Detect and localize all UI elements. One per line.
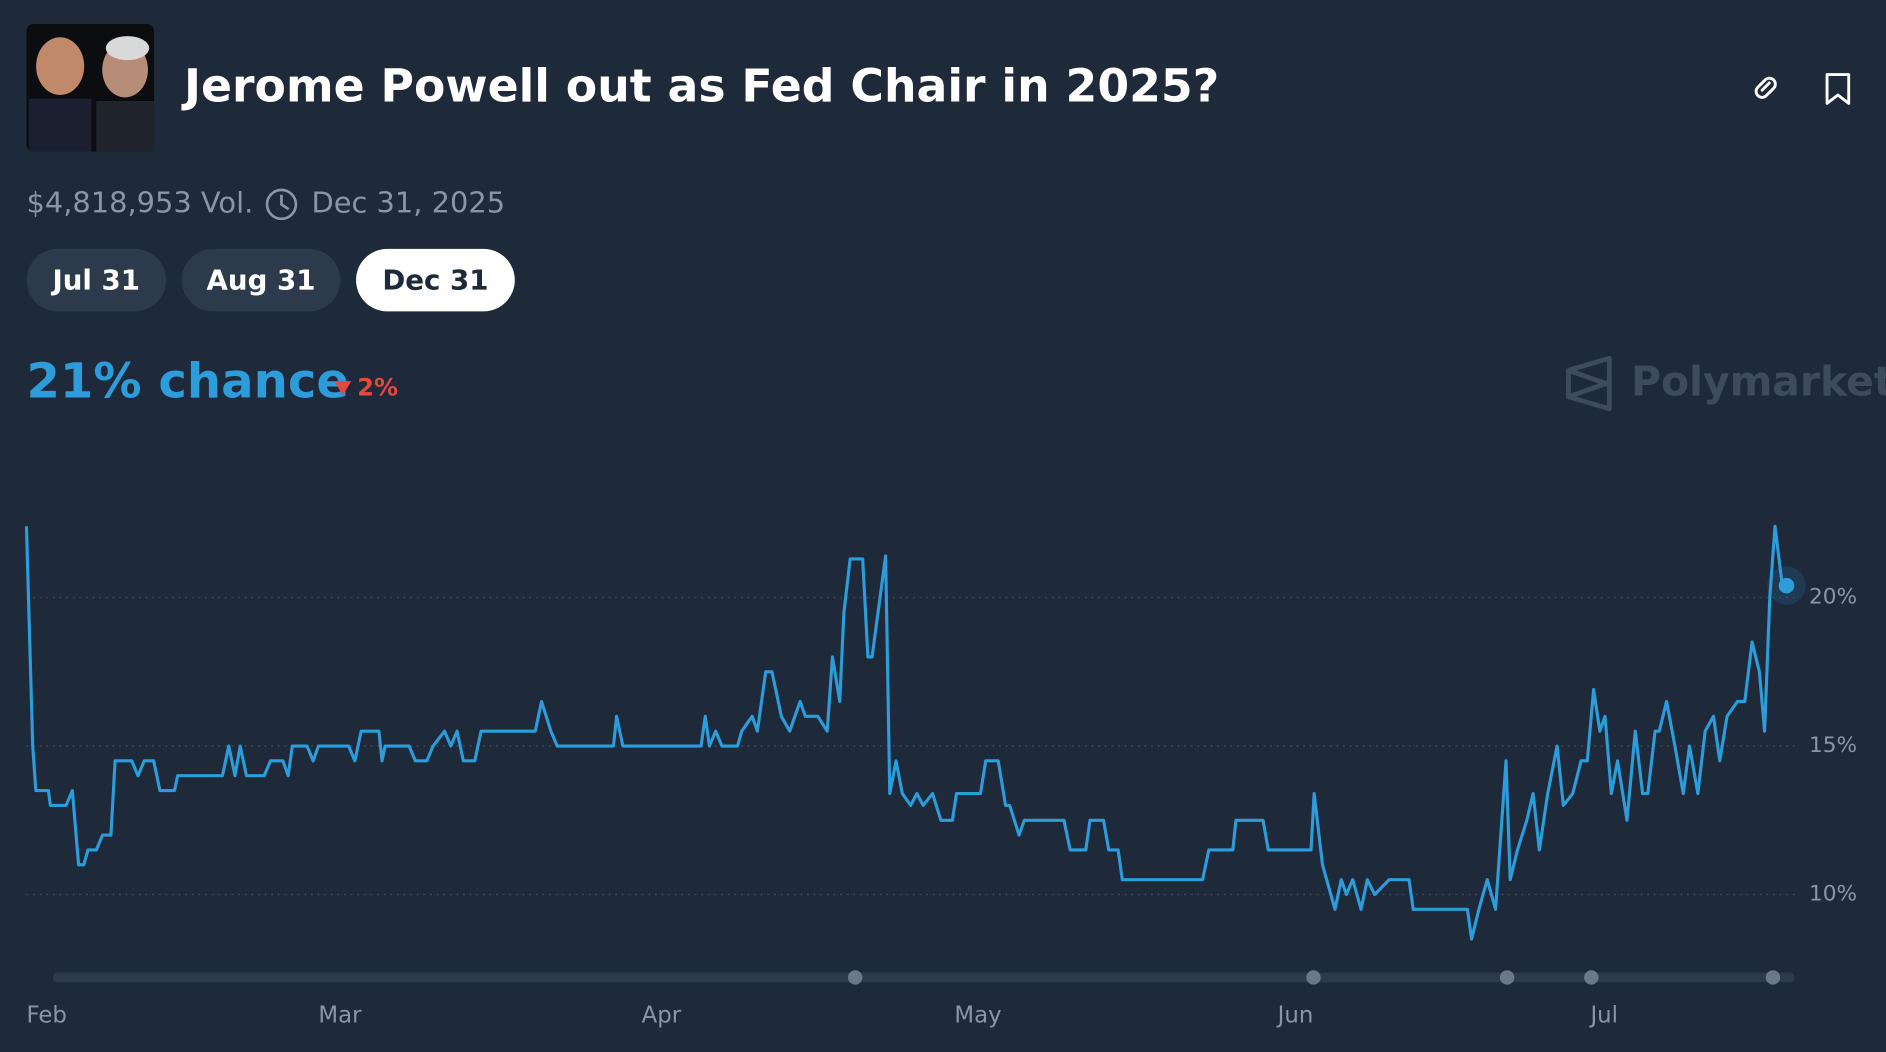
down-arrow: [334, 381, 352, 396]
tab-active[interactable]: [356, 248, 515, 312]
y-tick-label: 20%: [1809, 585, 1857, 610]
x-tick-label: Mar: [318, 1002, 362, 1028]
title: Jerome Powell out as Fed Chair in 2025?: [181, 59, 1219, 112]
chance: 21% chance: [26, 354, 349, 410]
price-line: [24, 524, 1787, 941]
x-tick-label: May: [954, 1002, 1001, 1028]
current-point: [1778, 577, 1795, 594]
clock-icon: [265, 188, 298, 221]
tab-label[interactable]: Jul 31: [50, 263, 140, 296]
end-date: Dec 31, 2025: [312, 185, 506, 219]
scrubber[interactable]: [52, 970, 1795, 985]
y-tick-label: 15%: [1809, 733, 1857, 758]
brand-logo: [1566, 355, 1612, 412]
thumbnail: [26, 24, 154, 152]
link-icon[interactable]: [1754, 76, 1777, 99]
x-tick-label: Jul: [1588, 1002, 1618, 1028]
tab-label[interactable]: Aug 31: [207, 263, 316, 296]
x-tick-label: Jun: [1276, 1002, 1314, 1028]
change: 2%: [357, 373, 398, 401]
brand: Polymarket: [1631, 358, 1886, 406]
tab-label[interactable]: Dec 31: [382, 263, 488, 296]
tab[interactable]: [26, 248, 166, 312]
x-tick-label: Feb: [26, 1002, 66, 1028]
y-tick-label: 10%: [1809, 882, 1857, 907]
tab[interactable]: [181, 248, 341, 312]
x-tick-label: Apr: [642, 1002, 682, 1028]
bookmark-icon[interactable]: [1825, 73, 1851, 105]
volume: $4,818,953 Vol.: [26, 185, 253, 219]
